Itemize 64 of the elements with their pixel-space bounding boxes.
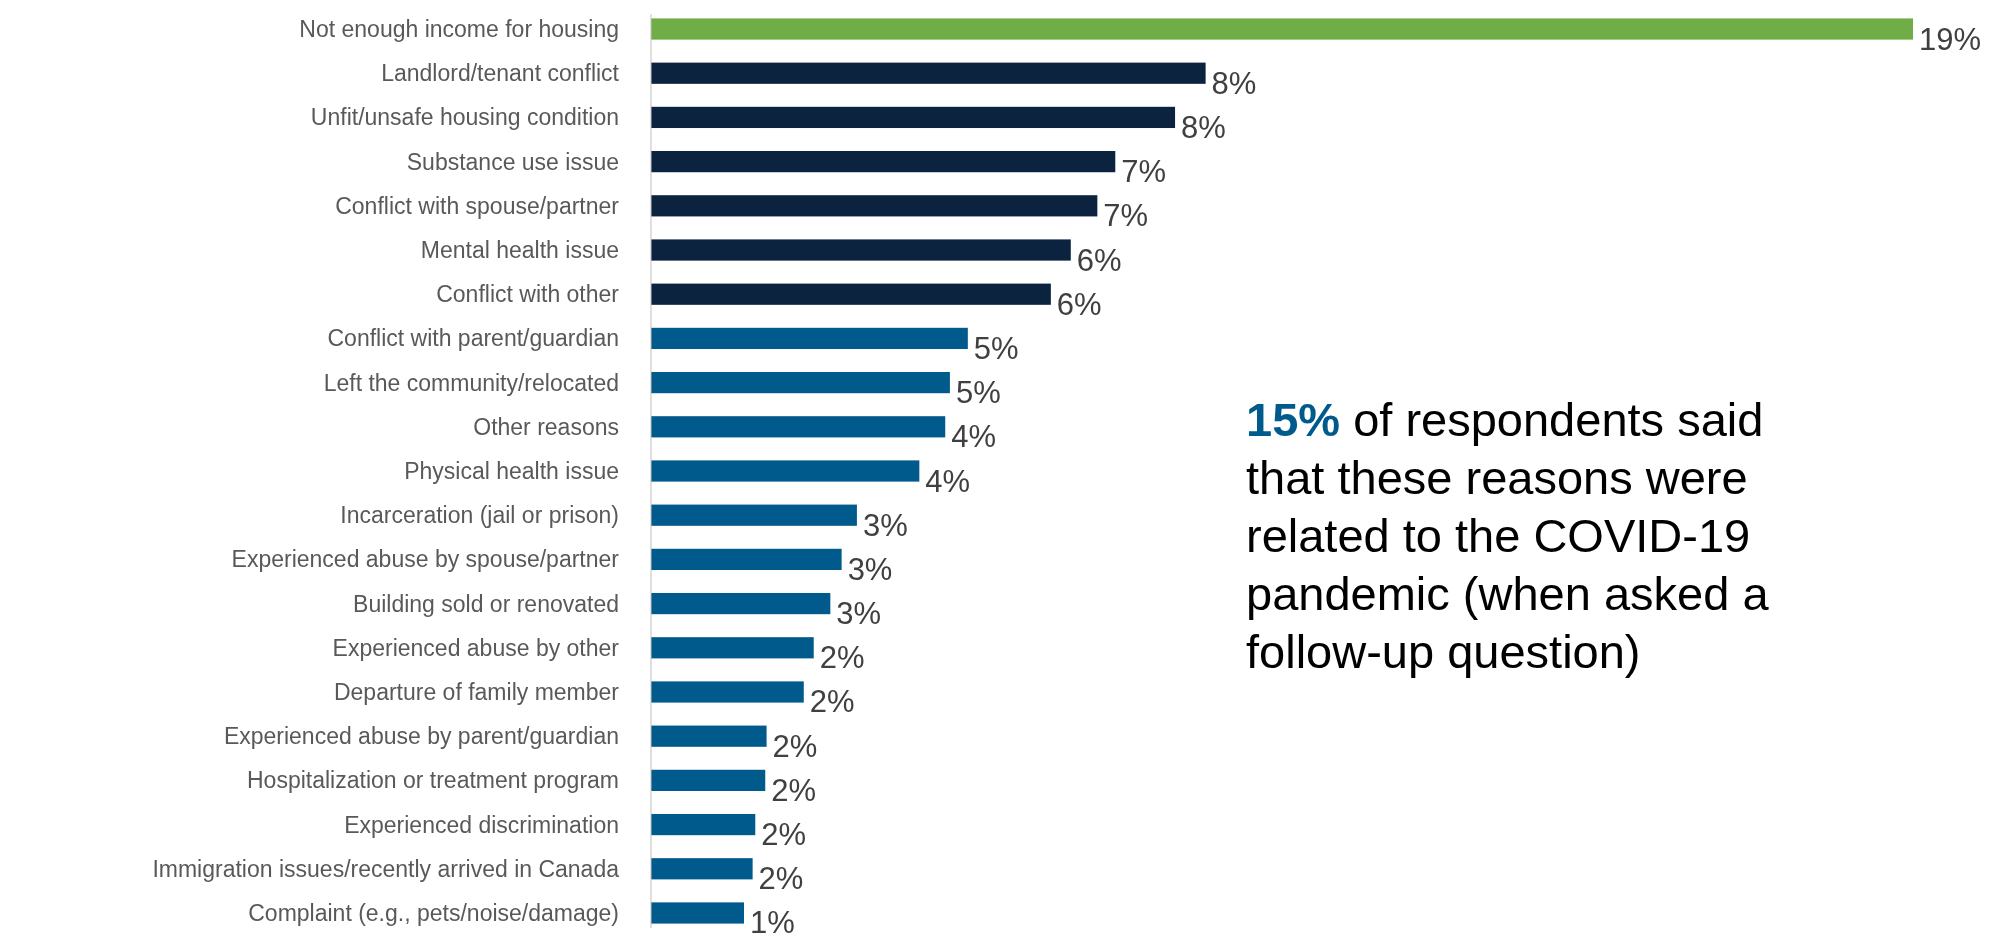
bar xyxy=(651,151,1116,173)
y-tick-label: Conflict with other xyxy=(436,281,620,308)
data-label: 3% xyxy=(847,551,893,587)
bar xyxy=(651,504,857,526)
data-label: 2% xyxy=(771,772,817,808)
bar xyxy=(651,548,842,570)
bar xyxy=(651,637,814,659)
y-tick-label: Mental health issue xyxy=(420,237,619,264)
y-tick-label: Landlord/tenant conflict xyxy=(381,60,620,87)
data-label: 4% xyxy=(951,419,997,455)
data-label: 6% xyxy=(1076,242,1122,278)
data-label: 6% xyxy=(1056,286,1102,322)
data-label: 5% xyxy=(973,330,1019,366)
annotation: 15% xyxy=(1246,393,1354,446)
bar xyxy=(651,592,831,615)
data-label: 2% xyxy=(761,817,807,853)
y-tick-label: Conflict with spouse/partner xyxy=(335,192,620,219)
data-label: 2% xyxy=(758,861,804,897)
bar xyxy=(651,18,1913,40)
bar xyxy=(651,858,753,880)
y-tick-label: Experienced discrimination xyxy=(344,811,619,838)
data-label: 19% xyxy=(1919,21,1982,57)
bar xyxy=(651,460,920,482)
y-tick-label: Left the community/relocated xyxy=(323,369,619,396)
data-label: 1% xyxy=(749,905,795,939)
y-tick-label: Not enough income for housing xyxy=(299,16,619,43)
y-tick-label: Conflict with parent/guardian xyxy=(327,325,619,352)
bar xyxy=(651,327,968,350)
y-tick-label: Unfit/unsafe housing condition xyxy=(310,104,619,131)
data-label: 5% xyxy=(955,375,1001,411)
y-tick-label: Experienced abuse by parent/guardian xyxy=(223,723,619,750)
y-tick-label: Immigration issues/recently arrived in Canada xyxy=(152,855,620,882)
bar xyxy=(651,681,804,703)
data-label: 8% xyxy=(1211,65,1257,101)
bar xyxy=(651,416,946,438)
data-label: 7% xyxy=(1121,154,1167,190)
y-tick-label: Departure of family member xyxy=(333,678,620,705)
data-label: 2% xyxy=(809,684,855,720)
y-tick-label: Experienced abuse by spouse/partner xyxy=(231,546,620,573)
y-tick-label: Hospitalization or treatment program xyxy=(247,767,619,794)
bar xyxy=(651,902,744,924)
data-label: 8% xyxy=(1181,109,1226,145)
y-tick-label: Incarceration (jail or prison) xyxy=(340,502,619,529)
y-tick-label: Physical health issue xyxy=(404,458,619,484)
data-label: 3% xyxy=(862,507,908,543)
y-tick-label: Building sold or renovated xyxy=(353,590,619,617)
bar xyxy=(651,725,767,747)
data-label: 4% xyxy=(925,463,971,499)
y-tick-label: Other reasons xyxy=(473,413,619,440)
y-tick-label: Substance use issue xyxy=(406,148,619,175)
data-label: 7% xyxy=(1103,198,1149,234)
bar xyxy=(651,283,1051,305)
bar xyxy=(651,813,756,836)
data-label: 2% xyxy=(772,728,818,764)
bar xyxy=(651,372,950,394)
bar xyxy=(651,106,1176,129)
bar xyxy=(651,62,1206,84)
y-tick-label: Complaint (e.g., pets/noise/damage) xyxy=(248,899,619,926)
bar xyxy=(651,195,1098,217)
y-tick-label: Experienced abuse by other xyxy=(332,634,620,661)
data-label: 3% xyxy=(836,596,882,632)
bar xyxy=(651,239,1071,261)
data-label: 2% xyxy=(819,640,865,676)
bar xyxy=(651,769,766,791)
